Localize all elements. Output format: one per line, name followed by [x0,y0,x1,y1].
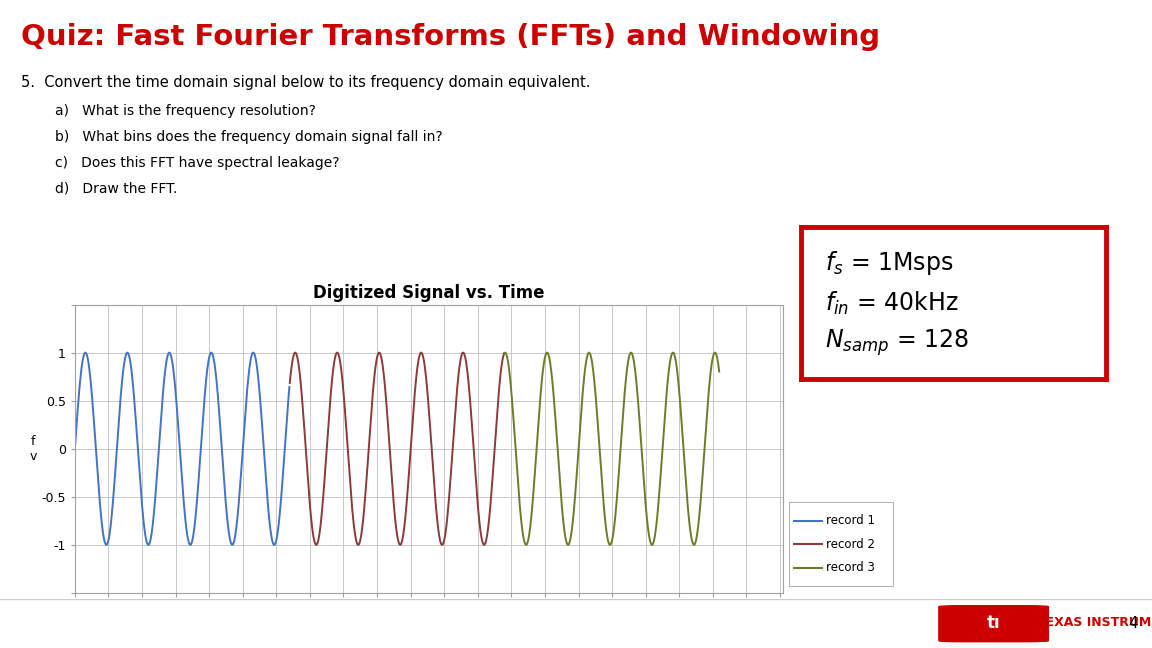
Text: $N_{samp}$ = 128: $N_{samp}$ = 128 [825,327,969,358]
Text: $f_{in}$ = 40kHz: $f_{in}$ = 40kHz [825,290,958,316]
Text: b)   What bins does the frequency domain signal fall in?: b) What bins does the frequency domain s… [55,130,442,144]
Text: a)   What is the frequency resolution?: a) What is the frequency resolution? [55,104,316,118]
Text: $f_s$ = 1Msps: $f_s$ = 1Msps [825,249,954,277]
Text: TEXAS INSTRUMENTS: TEXAS INSTRUMENTS [1037,616,1152,629]
Text: 4: 4 [1129,616,1138,631]
Text: c)   Does this FFT have spectral leakage?: c) Does this FFT have spectral leakage? [55,156,340,170]
Text: record 3: record 3 [826,561,876,574]
Y-axis label: f
v: f v [29,435,37,463]
Text: record 1: record 1 [826,515,876,527]
Text: d)   Draw the FFT.: d) Draw the FFT. [55,181,177,196]
Text: Quiz: Fast Fourier Transforms (FFTs) and Windowing: Quiz: Fast Fourier Transforms (FFTs) and… [21,23,880,51]
Title: Digitized Signal vs. Time: Digitized Signal vs. Time [313,284,545,301]
Text: 5.  Convert the time domain signal below to its frequency domain equivalent.: 5. Convert the time domain signal below … [21,75,590,89]
Text: tı: tı [987,614,1000,632]
X-axis label: Samples (Sampling rate = 1Msps): Samples (Sampling rate = 1Msps) [323,621,536,634]
Text: record 2: record 2 [826,538,876,551]
FancyBboxPatch shape [939,606,1048,642]
